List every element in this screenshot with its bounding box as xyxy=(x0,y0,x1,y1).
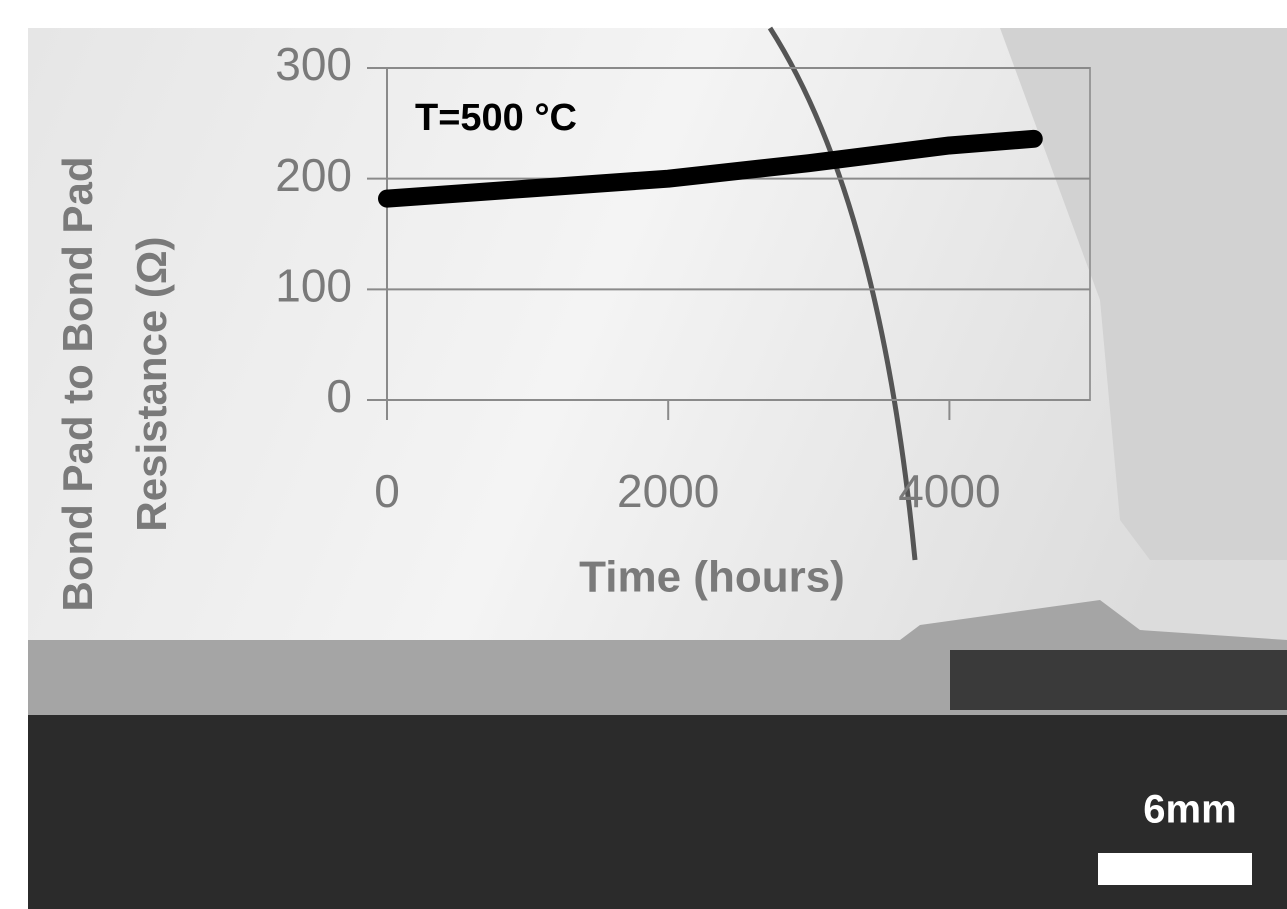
scale-bar-label: 6mm xyxy=(1143,788,1236,832)
chart: 6mm T=500 °C Time (hours) 0 100 200 300 0 200… xyxy=(0,0,1287,909)
step xyxy=(950,650,1287,710)
y-tick-label: 100 xyxy=(275,259,352,311)
annotation: T=500 °C xyxy=(415,97,577,139)
x-axis-label: Time (hours) xyxy=(579,553,845,602)
y-tick-label: 300 xyxy=(275,38,352,90)
x-tick-label: 0 xyxy=(374,465,400,517)
figure: 6mm T=500 °C Time (hours) 0 100 200 300 0 200… xyxy=(0,0,1287,909)
y-tick-label: 0 xyxy=(326,370,352,422)
y-tick-label: 200 xyxy=(275,149,352,201)
x-tick-label: 4000 xyxy=(898,465,1000,517)
x-tick-label: 2000 xyxy=(617,465,719,517)
scale-bar xyxy=(1098,853,1252,885)
y-axis-label: Bond Pad to Bond Pad Resistance (Ω) xyxy=(41,119,189,649)
